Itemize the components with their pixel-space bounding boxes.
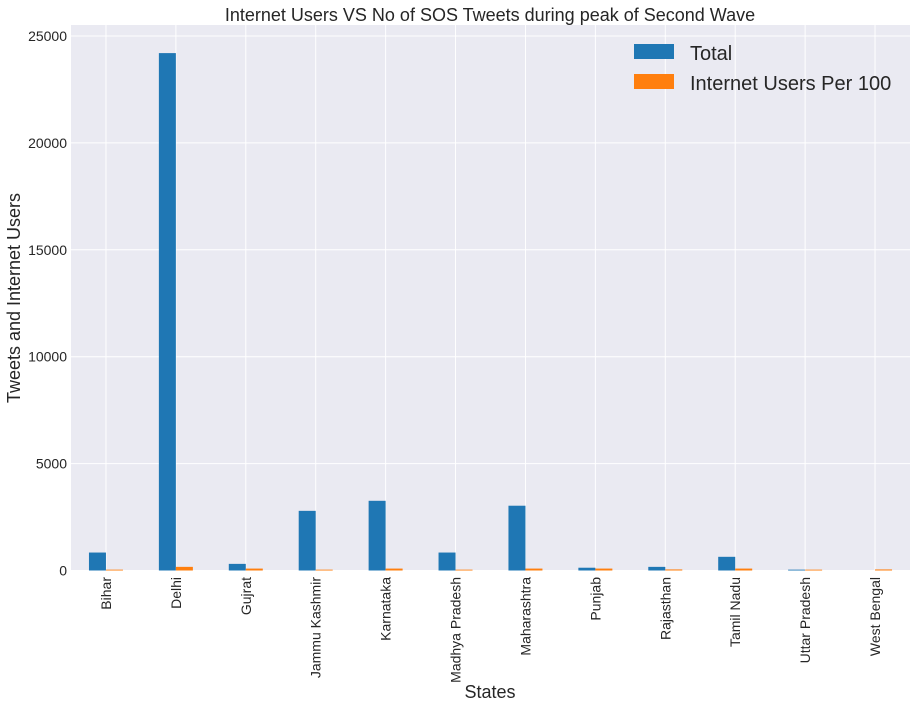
bar-total-bihar — [88, 552, 106, 571]
y-tick-label: 15000 — [28, 242, 67, 258]
bar-internet-users-rajasthan — [665, 569, 683, 571]
bar-total-rajasthan — [648, 566, 666, 571]
bar-total-delhi — [158, 53, 176, 571]
legend: Total Internet Users Per 100 — [634, 43, 891, 95]
bar-total-madhya-pradesh — [438, 552, 456, 571]
x-tick-label: Uttar Pradesh — [797, 577, 813, 663]
x-tick-label: Bihar — [98, 577, 114, 610]
y-tick-label: 20000 — [28, 135, 67, 151]
bar-internet-users-gujrat — [245, 568, 263, 571]
x-tick-label: Maharashtra — [517, 577, 533, 656]
legend-label-total: Total — [690, 43, 732, 65]
bar-internet-users-punjab — [595, 568, 613, 571]
bar-internet-users-madhya-pradesh — [455, 569, 473, 571]
x-tick-label: Rajasthan — [657, 577, 673, 640]
bar-internet-users-karnataka — [385, 568, 403, 571]
y-axis-label: Tweets and Internet Users — [4, 193, 24, 403]
legend-swatch-internet — [634, 74, 674, 89]
x-tick-label: Tamil Nadu — [727, 577, 743, 647]
bar-internet-users-west-bengal — [875, 569, 893, 571]
x-tick-label: Jammu Kashmir — [308, 577, 324, 678]
bar-total-uttar-pradesh — [788, 569, 806, 571]
x-tick-label: Karnataka — [378, 577, 394, 641]
bar-internet-users-jammu-kashmir — [315, 569, 333, 571]
y-tick-label: 5000 — [36, 456, 67, 472]
y-tick-label: 10000 — [28, 349, 67, 365]
bar-internet-users-bihar — [105, 569, 123, 571]
bar-total-tamil-nadu — [718, 556, 736, 571]
x-tick-label: Madhya Pradesh — [448, 577, 464, 683]
x-tick-label: West Bengal — [867, 577, 883, 656]
bar-total-maharashtra — [508, 505, 526, 571]
legend-label-internet: Internet Users Per 100 — [690, 73, 891, 95]
x-tick-label: Punjab — [587, 577, 603, 621]
x-tick-label: Gujrat — [238, 577, 254, 615]
x-tick-label: Delhi — [168, 577, 184, 609]
bar-total-jammu-kashmir — [298, 510, 316, 571]
y-tick-label: 25000 — [28, 28, 67, 44]
bar-internet-users-maharashtra — [525, 568, 543, 571]
plot-area — [71, 25, 910, 571]
legend-swatch-total — [634, 44, 674, 59]
chart-title: Internet Users VS No of SOS Tweets durin… — [225, 5, 755, 25]
bar-total-punjab — [578, 567, 596, 571]
bar-internet-users-delhi — [175, 566, 193, 571]
x-axis-label: States — [464, 682, 515, 702]
bar-total-gujrat — [228, 563, 246, 571]
y-tick-label: 0 — [59, 563, 67, 579]
bar-total-karnataka — [368, 500, 386, 571]
bar-internet-users-uttar-pradesh — [805, 569, 823, 571]
bar-internet-users-tamil-nadu — [735, 568, 753, 571]
